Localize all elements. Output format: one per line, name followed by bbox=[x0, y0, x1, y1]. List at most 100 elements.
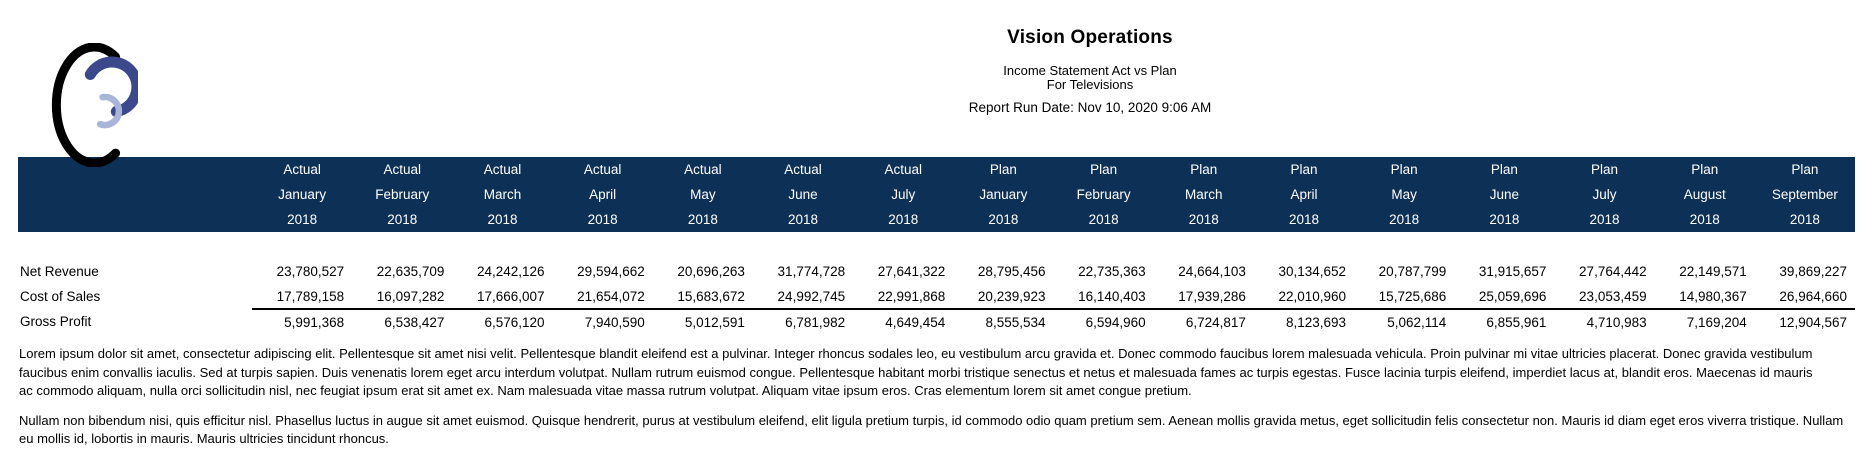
column-header-line: Plan bbox=[1591, 162, 1619, 177]
column-header-line: 2018 bbox=[1489, 212, 1520, 227]
value-cell: 31,774,728 bbox=[777, 264, 846, 279]
column-header-line: January bbox=[278, 187, 327, 202]
value-cell: 8,555,534 bbox=[953, 308, 1054, 334]
column-header-plan-april: Plan April 2018 bbox=[1253, 157, 1355, 232]
table-row-cost-of-sales: Cost of Sales 17,789,158 16,097,282 17,666,… bbox=[18, 284, 1855, 309]
column-header-line: Actual bbox=[784, 162, 822, 177]
value-cell: 15,683,672 bbox=[677, 288, 745, 304]
column-header-plan-may: Plan May 2018 bbox=[1354, 157, 1455, 232]
value-cell: 20,787,799 bbox=[1378, 264, 1447, 279]
column-header-line: May bbox=[1391, 187, 1417, 202]
row-label-header bbox=[18, 157, 252, 232]
value-cell: 17,789,158 bbox=[276, 288, 345, 304]
column-header-line: 2018 bbox=[587, 212, 618, 227]
column-header-line: February bbox=[375, 187, 430, 202]
paragraph-line: ac commodo aliquam, nulla orci sollicitu… bbox=[19, 383, 1192, 398]
column-header-actual-may: Actual May 2018 bbox=[652, 157, 753, 232]
value-cell: 22,735,363 bbox=[1078, 264, 1146, 279]
column-header-line: March bbox=[483, 187, 522, 202]
value-cell: 28,795,456 bbox=[977, 264, 1046, 279]
value-cell: 7,169,204 bbox=[1654, 308, 1755, 334]
value-cell: 12,904,567 bbox=[1754, 308, 1855, 334]
value-cell: 17,666,007 bbox=[476, 288, 545, 304]
column-header-line: 2018 bbox=[387, 212, 418, 227]
column-header-plan-august: Plan August 2018 bbox=[1654, 157, 1755, 232]
column-header-line: 2018 bbox=[988, 212, 1019, 227]
value-cell: 26,964,660 bbox=[1779, 288, 1847, 304]
spacer-row bbox=[18, 232, 1855, 259]
column-header-line: 2018 bbox=[1188, 212, 1219, 227]
paragraph-line: Lorem ipsum dolor sit amet, consectetur … bbox=[19, 346, 1813, 361]
table-body: Net Revenue 23,780,527 22,635,709 24,242,12… bbox=[18, 232, 1855, 334]
paragraph-line: eu mollis id, lobortis in mauris. Mauris… bbox=[19, 431, 389, 446]
report-subtitle: Income Statement Act vs Plan For Televis… bbox=[0, 64, 1875, 92]
column-header-line: 2018 bbox=[487, 212, 518, 227]
swirl-logo-icon bbox=[51, 42, 143, 168]
column-header-line: 2018 bbox=[1088, 212, 1119, 227]
company-logo bbox=[26, 42, 143, 168]
column-header-line: February bbox=[1076, 187, 1131, 202]
column-header-line: 2018 bbox=[1389, 212, 1420, 227]
value-cell: 17,939,286 bbox=[1178, 288, 1246, 304]
column-header-line: Plan bbox=[1390, 162, 1418, 177]
spacer-cell bbox=[18, 232, 1855, 259]
value-cell: 20,696,263 bbox=[677, 264, 745, 279]
value-cell: 6,855,961 bbox=[1454, 308, 1555, 334]
value-cell: 30,134,652 bbox=[1278, 264, 1347, 279]
report-header: Vision Operations Income Statement Act v… bbox=[0, 27, 1875, 115]
value-cell: 6,576,120 bbox=[452, 308, 553, 334]
value-cell: 4,710,983 bbox=[1554, 308, 1655, 334]
column-header-line: 2018 bbox=[687, 212, 718, 227]
value-cell: 27,764,442 bbox=[1579, 264, 1647, 279]
column-header-line: March bbox=[1185, 187, 1223, 202]
column-header-line: April bbox=[1290, 187, 1318, 202]
column-header-plan-july: Plan July 2018 bbox=[1554, 157, 1655, 232]
column-header-line: Plan bbox=[1791, 162, 1819, 177]
column-header-line: 2018 bbox=[1789, 212, 1820, 227]
value-cell: 6,538,427 bbox=[352, 308, 453, 334]
column-header-line: Plan bbox=[1490, 162, 1518, 177]
report-subtitle-line1: Income Statement Act vs Plan bbox=[1003, 63, 1177, 78]
column-header-line: August bbox=[1683, 187, 1726, 202]
value-cell: 15,725,686 bbox=[1378, 288, 1447, 304]
column-header-actual-june: Actual June 2018 bbox=[752, 157, 854, 232]
column-header-line: Plan bbox=[1190, 162, 1218, 177]
table-row-net-revenue: Net Revenue 23,780,527 22,635,709 24,242,12… bbox=[18, 259, 1855, 284]
logo-outer-crescent bbox=[51, 42, 121, 168]
value-cell: 24,242,126 bbox=[476, 264, 545, 279]
income-statement-table: Actual January 2018 Actual February 2018 Actua… bbox=[18, 157, 1855, 334]
report-content: Vision Operations Income Statement Act v… bbox=[0, 27, 1875, 449]
column-header-line: 2018 bbox=[888, 212, 919, 227]
column-header-line: January bbox=[979, 187, 1028, 202]
column-header-line: Plan bbox=[1290, 162, 1318, 177]
value-cell: 23,780,527 bbox=[276, 264, 345, 279]
report-subtitle-line2: For Televisions bbox=[1046, 77, 1134, 92]
value-cell: 31,915,657 bbox=[1478, 264, 1547, 279]
column-header-actual-march: Actual March 2018 bbox=[452, 157, 553, 232]
column-header-line: Plan bbox=[989, 162, 1017, 177]
column-header-line: 2018 bbox=[1689, 212, 1720, 227]
table-row-gross-profit: Gross Profit 5,991,368 6,538,427 6,576,120 7… bbox=[18, 308, 1855, 334]
column-header-plan-march: Plan March 2018 bbox=[1153, 157, 1254, 232]
column-header-line: Actual bbox=[684, 162, 722, 177]
value-cell: 16,097,282 bbox=[376, 288, 445, 304]
column-header-line: Actual bbox=[283, 162, 321, 177]
column-header-plan-june: Plan June 2018 bbox=[1454, 157, 1555, 232]
value-cell: 23,053,459 bbox=[1579, 288, 1647, 304]
paragraph-1: Lorem ipsum dolor sit amet, consectetur … bbox=[19, 345, 1875, 401]
paragraph-line: faucibus enim convallis iaculis. Sed at … bbox=[19, 364, 1813, 380]
logo-middle-crescent bbox=[84, 56, 143, 118]
value-cell: 24,664,103 bbox=[1178, 264, 1246, 279]
column-header-plan-september: Plan September 2018 bbox=[1754, 157, 1855, 232]
value-cell: 39,869,227 bbox=[1779, 264, 1847, 279]
value-cell: 29,594,662 bbox=[577, 264, 645, 279]
value-cell: 5,012,591 bbox=[652, 308, 753, 334]
value-cell: 20,239,923 bbox=[977, 288, 1046, 304]
column-header-row: Actual January 2018 Actual February 2018 Actua… bbox=[18, 157, 1855, 232]
value-cell: 22,010,960 bbox=[1278, 288, 1347, 304]
value-cell: 27,641,322 bbox=[877, 264, 946, 279]
column-header-line: September bbox=[1771, 187, 1838, 202]
value-cell: 25,059,696 bbox=[1478, 288, 1547, 304]
column-header-line: June bbox=[788, 187, 818, 202]
value-cell: 5,062,114 bbox=[1354, 308, 1455, 334]
